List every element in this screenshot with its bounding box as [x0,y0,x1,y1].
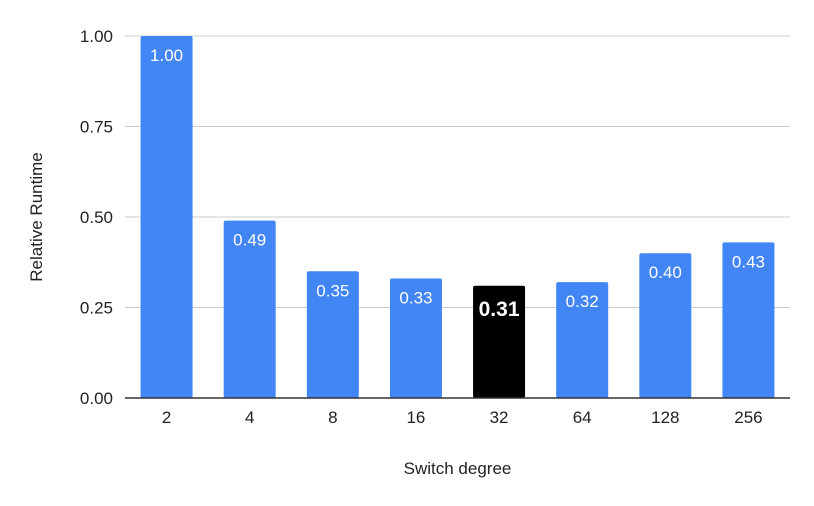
bar-2 [140,36,193,398]
data-label-2: 1.00 [150,46,183,65]
bar-128 [639,253,692,398]
data-label-128: 0.40 [649,263,682,282]
bar-16 [389,278,442,398]
data-label-64: 0.32 [566,292,599,311]
data-labels: 1.00 0.49 0.35 0.33 0.31 0.32 0.40 0.43 [150,46,765,321]
data-label-16: 0.33 [399,289,432,308]
y-axis-title: Relative Runtime [27,152,46,281]
x-tick-label: 128 [651,408,679,427]
bar-32 [473,285,526,398]
y-tick-label: 0.50 [80,208,113,227]
x-tick-labels: 2 4 8 16 32 64 128 256 [162,408,763,427]
bar-64 [556,282,609,398]
bars [140,36,775,398]
bar-4 [223,220,276,398]
x-tick-label: 32 [490,408,509,427]
y-tick-label: 0.00 [80,389,113,408]
data-label-32: 0.31 [479,298,520,321]
x-tick-label: 256 [734,408,762,427]
y-tick-label: 0.75 [80,118,113,137]
x-tick-label: 16 [406,408,425,427]
y-tick-label: 0.25 [80,299,113,318]
data-label-4: 0.49 [233,231,266,250]
x-tick-label: 2 [162,408,171,427]
x-axis-title: Switch degree [404,459,512,478]
x-tick-label: 8 [328,408,337,427]
data-label-256: 0.43 [732,252,765,271]
data-label-8: 0.35 [316,281,349,300]
y-tick-label: 1.00 [80,27,113,46]
bar-256 [722,242,775,398]
x-tick-label: 4 [245,408,254,427]
bar-8 [306,271,359,398]
x-tick-label: 64 [573,408,592,427]
y-tick-labels: 0.00 0.25 0.50 0.75 1.00 [80,27,113,408]
